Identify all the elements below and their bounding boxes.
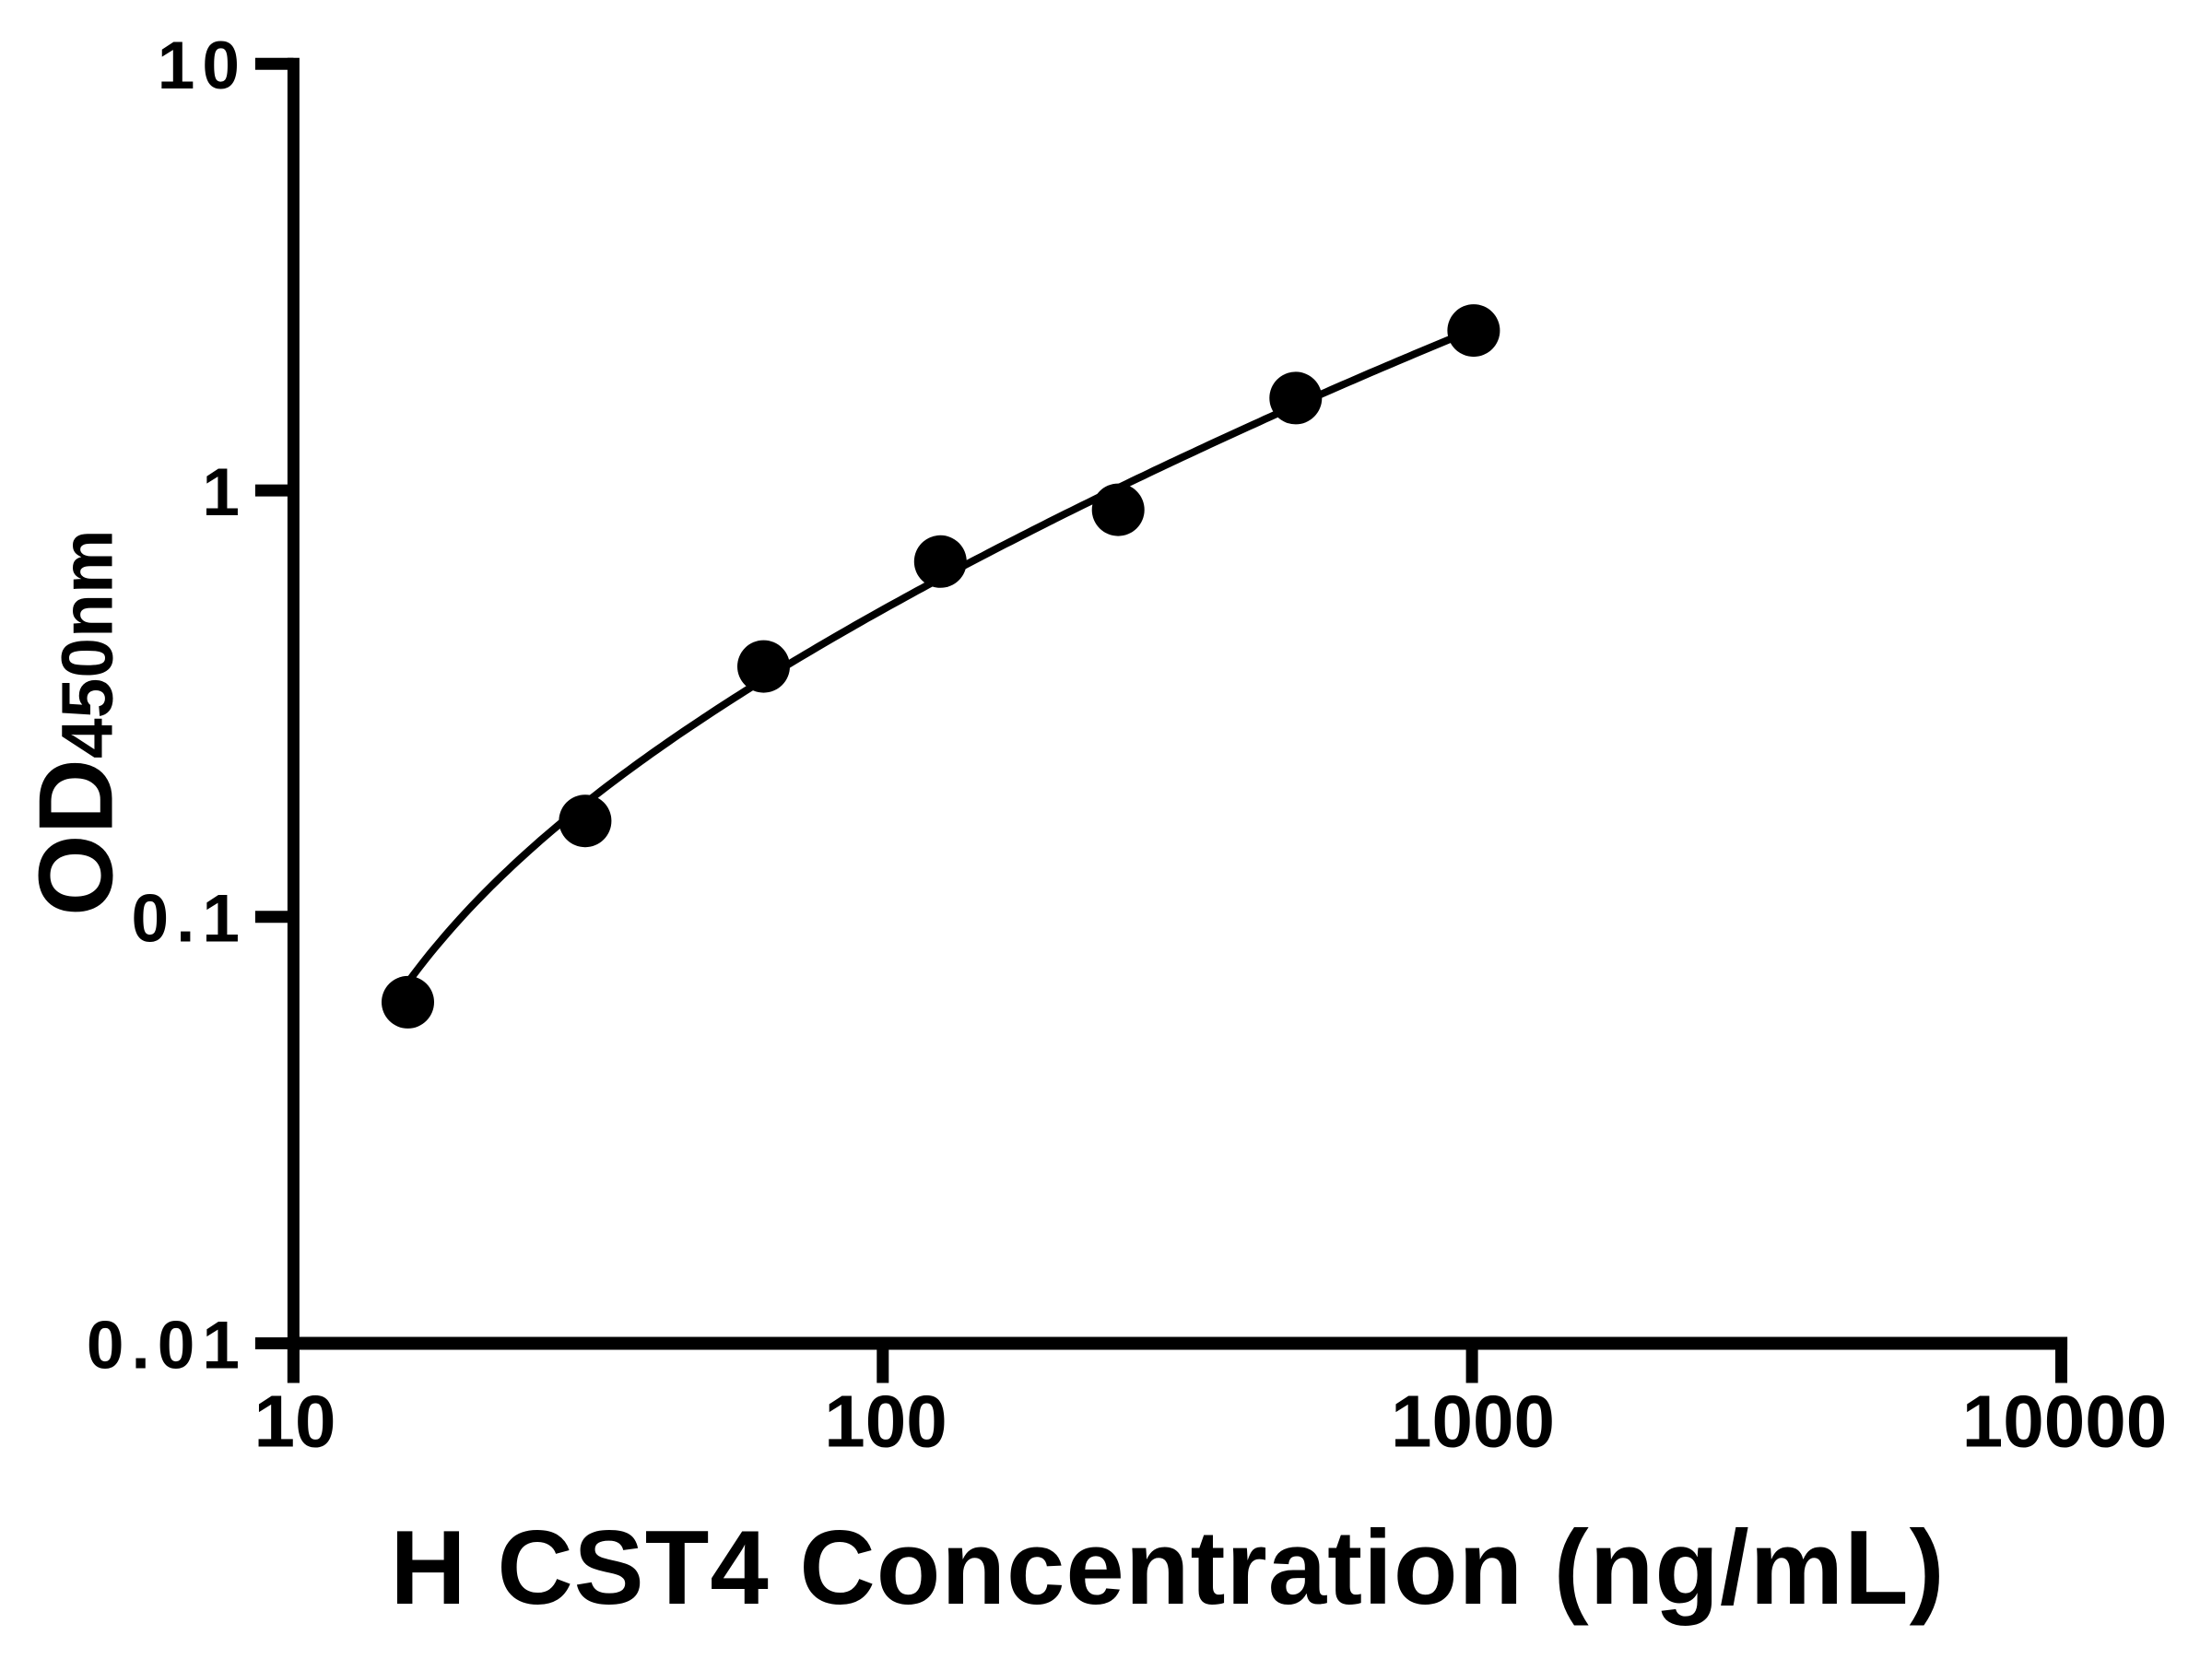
svg-text:10: 10 <box>254 1381 336 1463</box>
svg-text:10: 10 <box>158 29 247 103</box>
svg-text:0.01: 0.01 <box>87 1309 247 1383</box>
svg-text:1: 1 <box>202 455 247 530</box>
svg-text:100: 100 <box>824 1381 947 1463</box>
svg-text:1000: 1000 <box>1391 1381 1555 1463</box>
svg-text:10000: 10000 <box>1962 1381 2167 1463</box>
svg-text:0.1: 0.1 <box>132 882 247 957</box>
svg-text:H CST4 Concentration (ng/mL): H CST4 Concentration (ng/mL) <box>390 1510 1945 1627</box>
